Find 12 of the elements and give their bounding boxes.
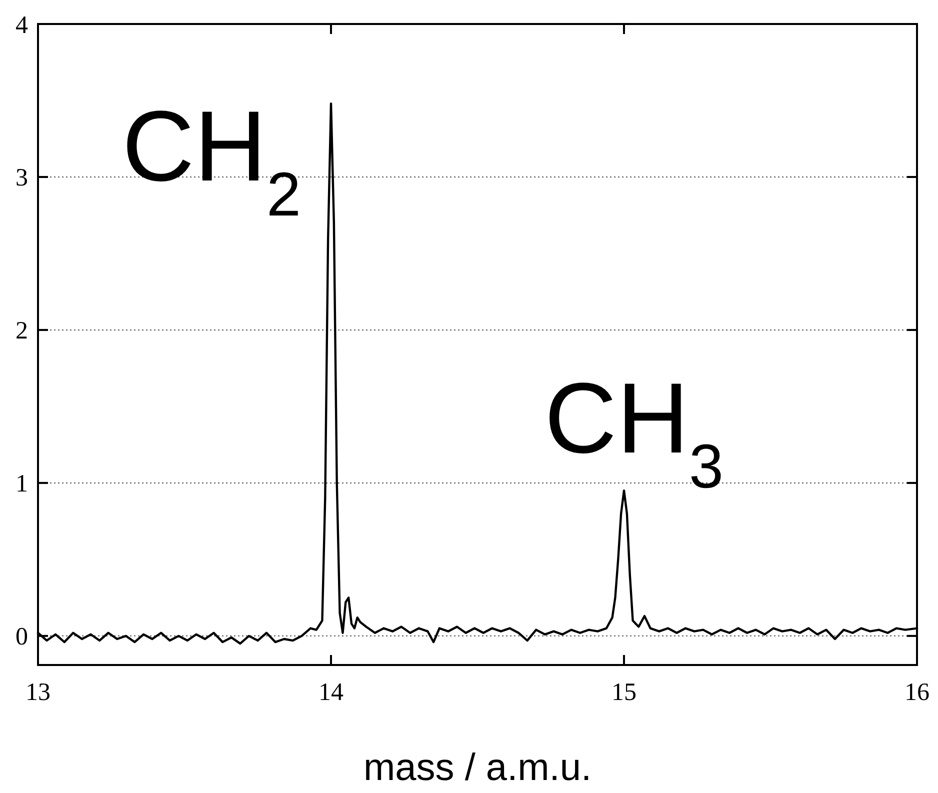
y-tick-label: 2 [16,318,28,345]
annotation: CH$_{2}$ [122,90,301,230]
x-axis-title: mass / a.m.u. [363,747,592,789]
y-tick-label: 0 [16,624,28,651]
y-tick-label: 1 [16,470,28,498]
x-tick-label: 14 [318,679,344,706]
annotation: CH$_{3}$ [544,362,724,502]
y-tick-label: 3 [16,164,28,192]
y-tick-label: 4 [16,12,28,39]
x-tick-label: 16 [904,679,930,706]
x-tick-label: 15 [612,679,636,706]
x-tick-label: 13 [26,679,50,706]
